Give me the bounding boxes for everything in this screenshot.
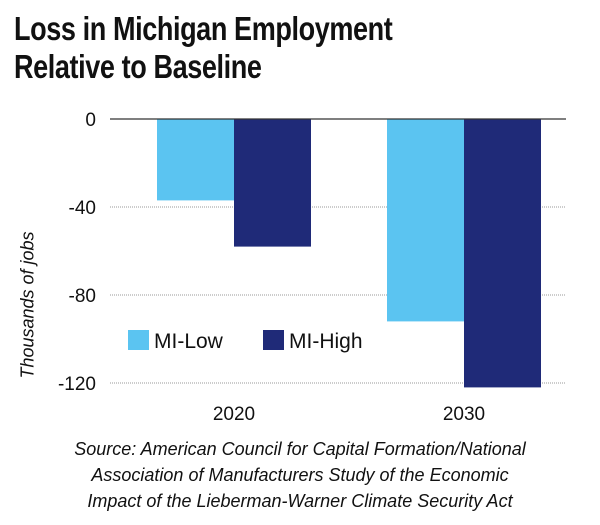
source-line-3: Impact of the Lieberman-Warner Climate S… (87, 491, 513, 511)
source-line-2: Association of Manufacturers Study of th… (91, 465, 509, 485)
source-note: Source: American Council for Capital For… (0, 436, 600, 514)
x-tick-label: 2030 (443, 404, 485, 425)
title-line-1: Loss in Michigan Employment (14, 10, 393, 47)
y-tick-label: 0 (85, 110, 96, 131)
legend-swatch-mi-high (263, 330, 284, 350)
legend-swatch-mi-low (128, 330, 149, 350)
bar-mi-low-2030 (387, 119, 464, 322)
bar-mi-high-2020 (234, 119, 311, 247)
y-tick-label: -120 (58, 374, 96, 395)
chart-title: Loss in Michigan Employment Relative to … (14, 10, 393, 86)
x-tick-label: 2020 (213, 404, 255, 425)
bar-mi-low-2020 (157, 119, 234, 201)
y-tick-label: -80 (69, 286, 96, 307)
y-tick-label: -40 (69, 198, 96, 219)
legend-label-mi-low: MI-Low (154, 330, 224, 353)
title-line-2: Relative to Baseline (14, 48, 262, 85)
bar-mi-high-2030 (464, 119, 541, 388)
source-line-1: Source: American Council for Capital For… (74, 439, 526, 459)
legend-label-mi-high: MI-High (289, 330, 363, 353)
